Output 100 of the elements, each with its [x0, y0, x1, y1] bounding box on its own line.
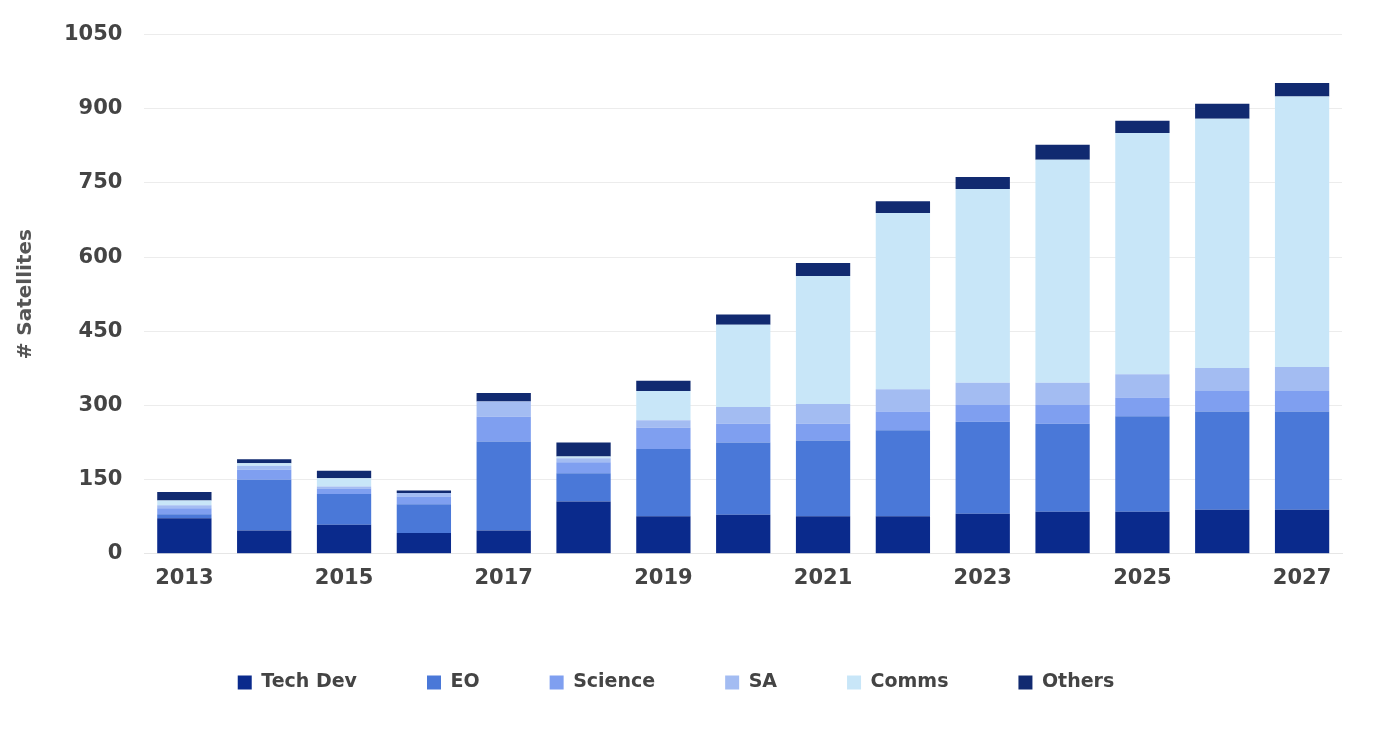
bar [795, 516, 851, 554]
bar [1195, 103, 1250, 119]
bar [875, 430, 931, 517]
bar [795, 275, 851, 404]
bar [237, 469, 292, 480]
y-tick-label: 300 [78, 391, 123, 416]
x-tick-label: 2017 [474, 564, 533, 589]
bar [157, 508, 212, 515]
x-tick-label: 2027 [1272, 564, 1332, 589]
bar [716, 314, 771, 325]
bar [1195, 411, 1250, 510]
bar [157, 491, 212, 501]
y-tick-label: 1050 [63, 21, 123, 46]
legend-label: Tech Dev [261, 669, 358, 692]
bar [1274, 509, 1330, 554]
bar [157, 500, 212, 506]
bar [1115, 374, 1170, 398]
bar [476, 401, 531, 417]
x-tick-label: 2025 [1113, 564, 1172, 589]
bar [396, 533, 452, 554]
bar [1035, 382, 1090, 405]
bar [1035, 159, 1090, 383]
y-tick-label: 150 [78, 466, 123, 491]
bar [1274, 411, 1330, 510]
bar [795, 423, 851, 441]
bar [1115, 397, 1170, 417]
y-tick-label: 0 [107, 540, 123, 565]
bar [716, 442, 771, 515]
bar [556, 473, 611, 502]
bar [955, 177, 1010, 189]
y-tick-label: 600 [78, 243, 123, 268]
bar [1115, 511, 1170, 554]
bar [955, 421, 1010, 514]
bar [875, 411, 931, 431]
y-axis-title: # Satellites [12, 229, 37, 360]
x-tick-label: 2015 [314, 564, 374, 589]
bar [636, 516, 691, 554]
bar [636, 380, 691, 392]
bar [476, 441, 531, 531]
bar [556, 442, 611, 457]
bar [636, 391, 691, 421]
bar [1115, 416, 1170, 512]
legend-label: Others [1041, 669, 1115, 692]
bar [396, 496, 452, 505]
x-tick-label: 2023 [953, 564, 1012, 589]
bar [396, 504, 452, 534]
bar [636, 420, 691, 428]
bar [1274, 96, 1330, 367]
y-tick-label: 450 [78, 317, 123, 342]
bar [476, 416, 531, 442]
x-tick-label: 2019 [634, 564, 693, 589]
bar [157, 505, 212, 509]
bar [955, 513, 1010, 554]
bar [1195, 391, 1250, 412]
bar [795, 440, 851, 517]
bar [1195, 367, 1250, 392]
bar [716, 406, 771, 424]
bar [875, 213, 931, 390]
bar [237, 465, 292, 470]
legend-label: Comms [870, 669, 949, 692]
legend-label: Science [573, 669, 656, 692]
bar [716, 324, 771, 407]
bar [316, 470, 372, 479]
legend-label: EO [450, 669, 480, 692]
bar [875, 389, 931, 412]
bar [556, 462, 611, 474]
bar [237, 530, 292, 554]
bar [316, 493, 372, 525]
y-tick-label: 750 [78, 169, 123, 194]
bar [1195, 509, 1250, 554]
bar [636, 427, 691, 449]
bar [955, 382, 1010, 405]
bar [955, 404, 1010, 422]
bar [1035, 511, 1090, 554]
bar [1274, 366, 1330, 392]
bar [955, 188, 1010, 383]
bar [237, 459, 292, 464]
bar [157, 514, 212, 519]
bar [476, 393, 531, 402]
x-tick-label: 2021 [793, 564, 853, 589]
bar [1195, 118, 1250, 368]
bar [795, 263, 851, 276]
bar [716, 514, 771, 554]
bar [157, 518, 212, 554]
legend-label: SA [748, 669, 778, 692]
bar [875, 516, 931, 554]
bar [1115, 133, 1170, 375]
bar [1274, 391, 1330, 412]
y-tick-label: 900 [78, 95, 123, 120]
bar [1274, 83, 1330, 97]
bar [556, 501, 611, 554]
bar [636, 448, 691, 517]
bar [1035, 423, 1090, 512]
bar [556, 458, 611, 463]
bar [1035, 144, 1090, 160]
bar [316, 478, 372, 487]
bar [316, 488, 372, 494]
bar [795, 403, 851, 424]
bar [716, 423, 771, 443]
bar [476, 530, 531, 554]
